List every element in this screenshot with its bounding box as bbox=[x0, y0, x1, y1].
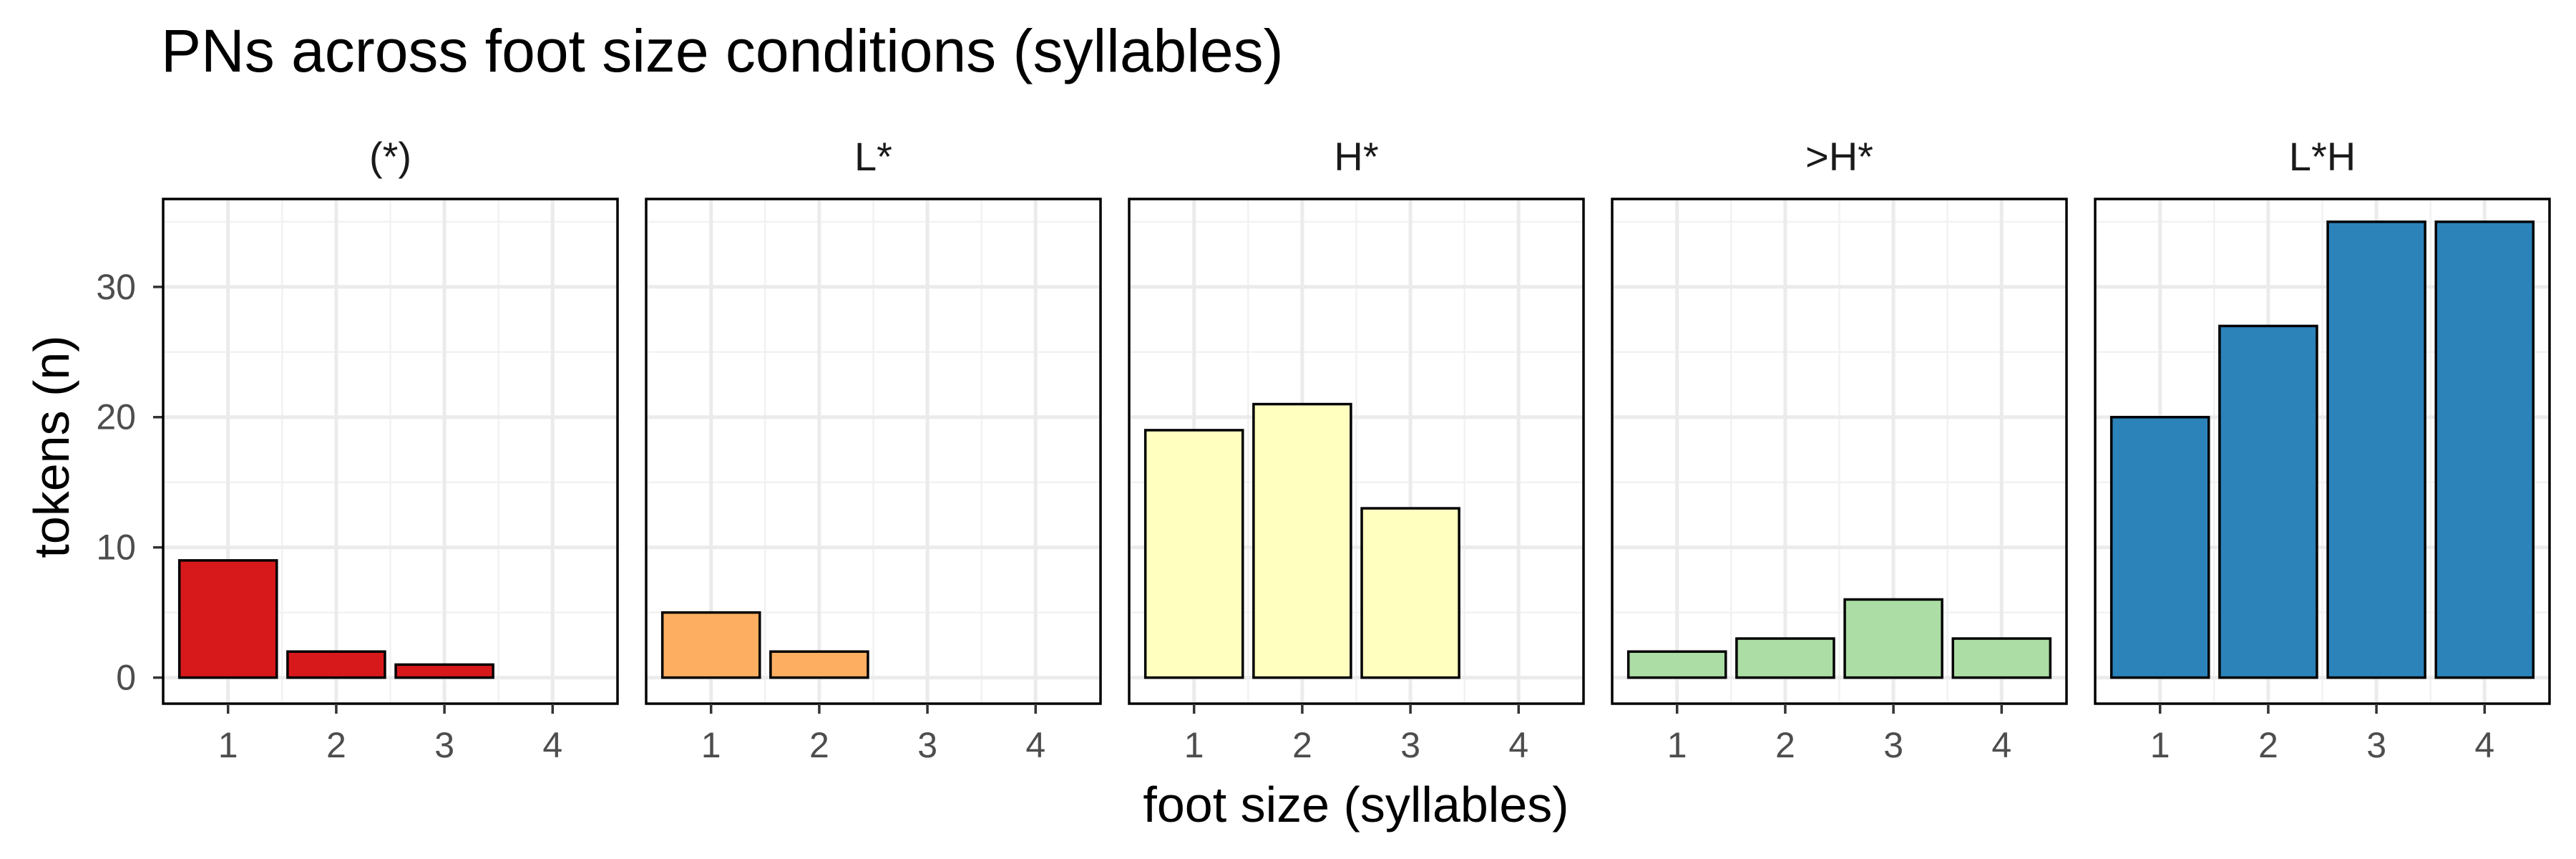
y-tick-label: 0 bbox=[116, 658, 136, 698]
facet-label: H* bbox=[1334, 134, 1378, 179]
y-tick-label: 20 bbox=[96, 397, 136, 437]
chart-title: PNs across foot size conditions (syllabl… bbox=[161, 17, 1284, 84]
x-tick-label: 1 bbox=[1184, 725, 1204, 765]
facet-panel: L* 1 2 3 4 bbox=[645, 134, 1102, 765]
bar bbox=[2109, 415, 2210, 679]
x-tick-label: 4 bbox=[1025, 725, 1045, 765]
facet-panel: (*) 1 2 3 4 bbox=[162, 134, 619, 765]
x-tick-label: 1 bbox=[218, 725, 238, 765]
panel-border bbox=[1128, 198, 1585, 705]
x-tick-label: 4 bbox=[1508, 725, 1528, 765]
facet-panels: 0 10 20 30 (*) 1 2 3 4 L* 1 2 3 4 H* 1 2 3 4 >H* 1 2 3 4 L*H 1 2 3 4 bbox=[96, 134, 2551, 765]
y-tick-label: 30 bbox=[96, 267, 136, 307]
x-axis-title: foot size (syllables) bbox=[1143, 777, 1568, 833]
bar bbox=[286, 650, 386, 679]
bar bbox=[1252, 402, 1352, 679]
bar bbox=[2326, 220, 2426, 679]
bar bbox=[177, 559, 278, 679]
bar bbox=[1143, 429, 1244, 679]
bar bbox=[2218, 324, 2318, 679]
y-axis-title: tokens (n) bbox=[24, 335, 79, 558]
panel-border bbox=[2094, 198, 2551, 705]
bar bbox=[769, 650, 869, 679]
bar bbox=[1951, 637, 2052, 679]
bar bbox=[2434, 220, 2535, 679]
x-tick-label: 2 bbox=[1775, 725, 1795, 765]
panel-border bbox=[1611, 198, 2068, 705]
x-tick-label: 4 bbox=[542, 725, 562, 765]
panel-border bbox=[162, 198, 619, 705]
facet-panel: L*H 1 2 3 4 bbox=[2094, 134, 2551, 765]
x-tick-label: 3 bbox=[434, 725, 454, 765]
bar bbox=[1626, 650, 1727, 679]
bar bbox=[1735, 637, 1835, 679]
facet-label: >H* bbox=[1805, 134, 1873, 179]
bar bbox=[1843, 598, 1943, 679]
panel-border bbox=[645, 198, 1102, 705]
x-tick-label: 1 bbox=[2150, 725, 2170, 765]
facet-label: L* bbox=[854, 134, 892, 179]
bar bbox=[660, 611, 761, 679]
x-tick-label: 2 bbox=[326, 725, 346, 765]
facet-panel: >H* 1 2 3 4 bbox=[1611, 134, 2068, 765]
x-tick-label: 3 bbox=[2366, 725, 2386, 765]
facet-label: L*H bbox=[2289, 134, 2356, 179]
x-tick-label: 2 bbox=[1292, 725, 1312, 765]
x-tick-label: 1 bbox=[1667, 725, 1687, 765]
bar bbox=[1360, 507, 1460, 679]
y-tick-label: 10 bbox=[96, 528, 136, 568]
facet-panel: H* 1 2 3 4 bbox=[1128, 134, 1585, 765]
x-tick-label: 3 bbox=[1400, 725, 1420, 765]
x-tick-label: 3 bbox=[917, 725, 937, 765]
x-tick-label: 3 bbox=[1883, 725, 1903, 765]
x-tick-label: 2 bbox=[809, 725, 829, 765]
x-tick-label: 1 bbox=[701, 725, 721, 765]
x-tick-label: 2 bbox=[2258, 725, 2278, 765]
x-tick-label: 4 bbox=[2474, 725, 2494, 765]
bar bbox=[394, 663, 494, 679]
facet-label: (*) bbox=[369, 134, 411, 179]
x-tick-label: 4 bbox=[1991, 725, 2011, 765]
